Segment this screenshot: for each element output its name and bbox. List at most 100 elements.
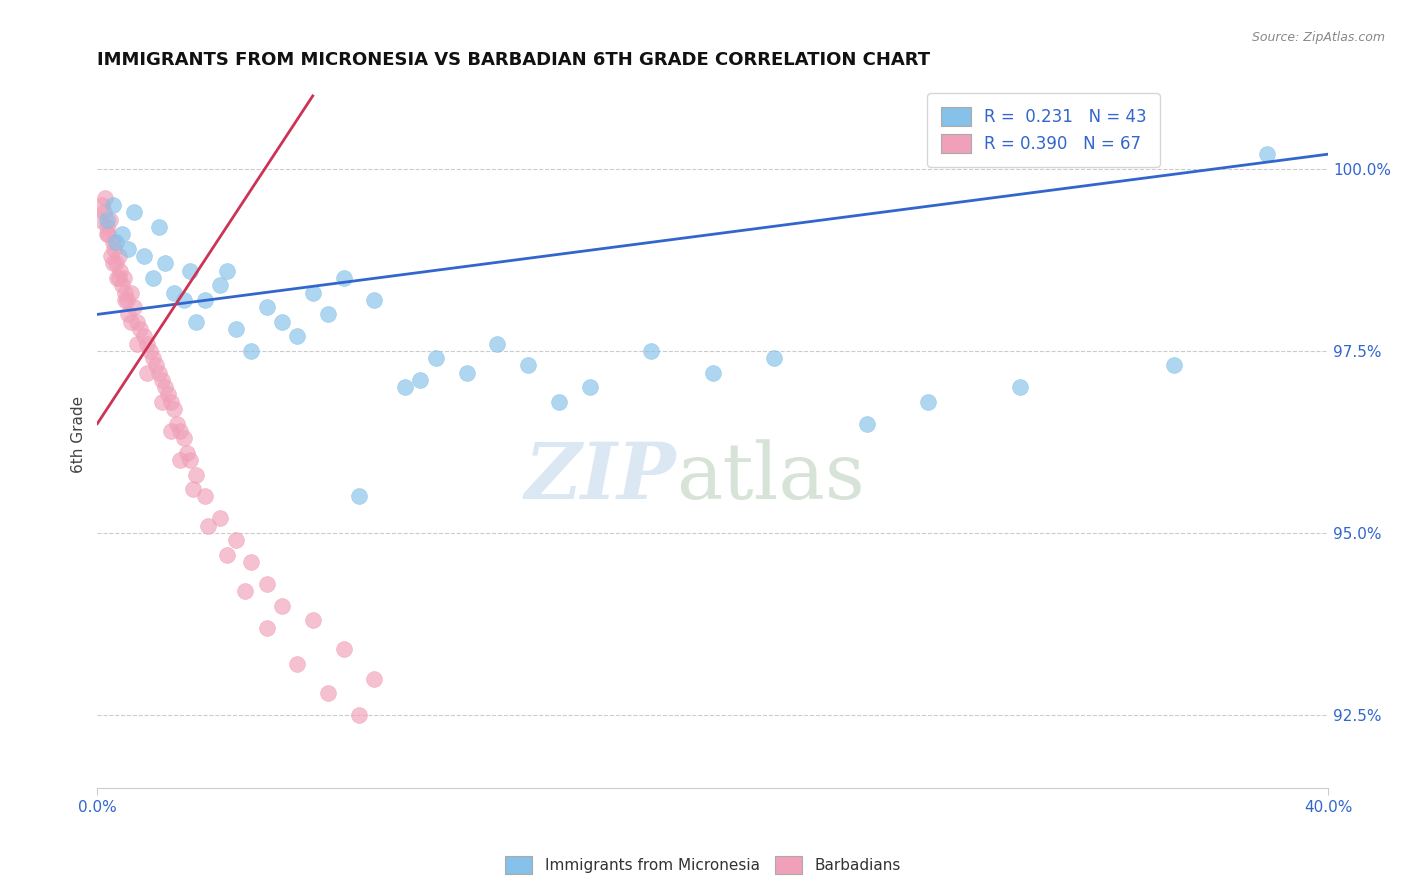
Point bbox=[256, 621, 278, 635]
Point bbox=[129, 322, 152, 336]
Point bbox=[173, 431, 195, 445]
Point bbox=[184, 315, 207, 329]
Point bbox=[132, 329, 155, 343]
Point bbox=[179, 453, 201, 467]
Point bbox=[163, 285, 186, 300]
Point bbox=[517, 359, 540, 373]
Point bbox=[332, 642, 354, 657]
Legend: Immigrants from Micronesia, Barbadians: Immigrants from Micronesia, Barbadians bbox=[499, 850, 907, 880]
Point bbox=[150, 373, 173, 387]
Point bbox=[855, 417, 877, 431]
Point bbox=[91, 198, 114, 212]
Point bbox=[215, 548, 238, 562]
Point bbox=[1256, 147, 1278, 161]
Point bbox=[142, 271, 165, 285]
Point bbox=[104, 256, 127, 270]
Point bbox=[409, 373, 432, 387]
Point bbox=[209, 278, 232, 293]
Point bbox=[127, 336, 149, 351]
Text: Source: ZipAtlas.com: Source: ZipAtlas.com bbox=[1251, 31, 1385, 45]
Point bbox=[100, 249, 122, 263]
Point bbox=[117, 307, 139, 321]
Point bbox=[145, 359, 167, 373]
Point bbox=[197, 518, 219, 533]
Point bbox=[160, 424, 183, 438]
Point bbox=[153, 256, 176, 270]
Point bbox=[108, 271, 131, 285]
Point bbox=[194, 490, 217, 504]
Point bbox=[150, 394, 173, 409]
Point bbox=[104, 235, 127, 249]
Point bbox=[166, 417, 188, 431]
Point bbox=[347, 707, 370, 722]
Point bbox=[94, 191, 117, 205]
Point bbox=[124, 300, 146, 314]
Point bbox=[225, 533, 247, 548]
Point bbox=[256, 300, 278, 314]
Point bbox=[112, 271, 135, 285]
Point bbox=[114, 285, 136, 300]
Point bbox=[184, 467, 207, 482]
Point bbox=[169, 453, 191, 467]
Point bbox=[142, 351, 165, 365]
Point bbox=[157, 387, 180, 401]
Point bbox=[108, 249, 131, 263]
Point bbox=[105, 271, 128, 285]
Point bbox=[285, 329, 308, 343]
Point bbox=[103, 242, 125, 256]
Point bbox=[225, 322, 247, 336]
Point bbox=[233, 584, 256, 599]
Point bbox=[301, 613, 323, 627]
Text: ZIP: ZIP bbox=[524, 439, 676, 516]
Point bbox=[363, 293, 385, 307]
Point bbox=[160, 394, 183, 409]
Point bbox=[240, 555, 263, 569]
Point bbox=[347, 490, 370, 504]
Point bbox=[153, 380, 176, 394]
Point bbox=[1010, 380, 1032, 394]
Point bbox=[256, 577, 278, 591]
Point bbox=[96, 212, 118, 227]
Point bbox=[285, 657, 308, 671]
Point bbox=[181, 482, 204, 496]
Point bbox=[316, 686, 339, 700]
Point bbox=[425, 351, 447, 365]
Point bbox=[578, 380, 600, 394]
Point bbox=[135, 366, 157, 380]
Point bbox=[101, 198, 124, 212]
Point bbox=[148, 219, 170, 234]
Point bbox=[96, 219, 118, 234]
Point bbox=[111, 278, 134, 293]
Point bbox=[209, 511, 232, 525]
Point bbox=[163, 402, 186, 417]
Y-axis label: 6th Grade: 6th Grade bbox=[72, 396, 86, 473]
Point bbox=[173, 293, 195, 307]
Point bbox=[97, 227, 120, 242]
Point bbox=[120, 315, 142, 329]
Point bbox=[111, 227, 134, 242]
Point bbox=[917, 394, 939, 409]
Point bbox=[316, 307, 339, 321]
Point bbox=[640, 343, 662, 358]
Point bbox=[1163, 359, 1185, 373]
Point bbox=[93, 205, 115, 219]
Point bbox=[271, 315, 294, 329]
Point bbox=[332, 271, 354, 285]
Point bbox=[486, 336, 509, 351]
Point bbox=[101, 235, 124, 249]
Point bbox=[215, 263, 238, 277]
Point bbox=[96, 227, 118, 242]
Point bbox=[124, 205, 146, 219]
Point bbox=[176, 446, 198, 460]
Point bbox=[115, 293, 138, 307]
Point bbox=[98, 212, 121, 227]
Point bbox=[763, 351, 786, 365]
Point bbox=[89, 212, 111, 227]
Point bbox=[169, 424, 191, 438]
Point bbox=[301, 285, 323, 300]
Point bbox=[271, 599, 294, 613]
Point bbox=[127, 315, 149, 329]
Point bbox=[135, 336, 157, 351]
Point bbox=[120, 285, 142, 300]
Point bbox=[394, 380, 416, 394]
